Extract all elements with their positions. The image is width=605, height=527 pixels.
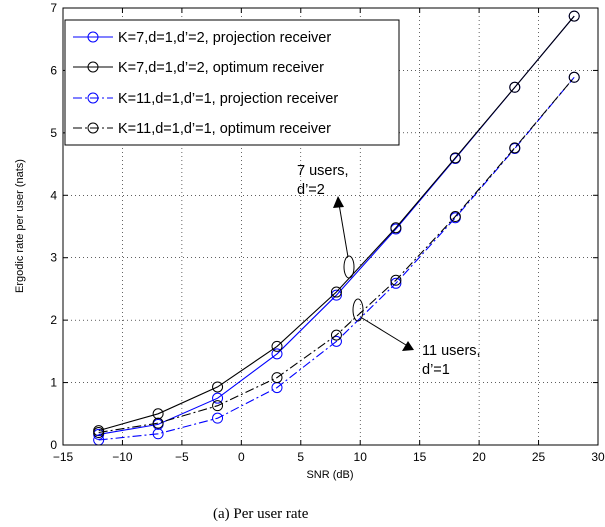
series-group (93, 10, 580, 446)
annotation-7-users-arrowhead (333, 196, 344, 208)
x-tick-label: 10 (354, 450, 368, 464)
data-point-series-2 (152, 408, 164, 420)
data-point-series-3 (212, 412, 224, 424)
x-tick-label: 30 (591, 450, 605, 464)
x-tick-label: 20 (472, 450, 486, 464)
ticks: −15 −10 −5 0 5 10 15 20 25 30 0 1 2 3 4 5 6 7 (50, 1, 605, 464)
data-point-series-2 (568, 10, 580, 22)
x-tick-label: 25 (532, 450, 546, 464)
data-point-series-3 (152, 428, 164, 440)
data-point-series-1 (212, 392, 224, 404)
annotation-7-users-arrow (338, 203, 349, 258)
data-point-series-3 (390, 277, 402, 289)
series-line-4 (98, 76, 575, 434)
legend: K=7,d=1,d’=2, projection receiver K=7,d=1… (64, 19, 400, 146)
series-line-3 (98, 76, 575, 441)
data-point-series-2 (390, 222, 402, 234)
y-tick-label: 6 (50, 63, 57, 77)
data-point-series-4 (330, 329, 342, 341)
y-tick-label: 0 (50, 438, 57, 452)
data-point-series-2 (330, 286, 342, 298)
data-point-series-4 (509, 142, 521, 154)
data-point-series-4 (271, 372, 283, 384)
y-tick-label: 3 (50, 251, 57, 265)
annotation-11-users-arrowhead (402, 341, 414, 351)
annotation-11-users-line1: 11 users, (422, 343, 481, 359)
data-point-series-4 (390, 274, 402, 286)
legend-marker-2 (87, 61, 99, 73)
x-tick-label: −15 (53, 450, 74, 464)
data-point-series-1 (271, 348, 283, 360)
x-tick-label: 0 (238, 450, 245, 464)
annotation-11-users-line2: d’=1 (422, 362, 450, 378)
annotation-11-users-ellipse (352, 298, 364, 322)
data-point-series-2 (271, 340, 283, 352)
data-point-series-4 (212, 400, 224, 412)
data-point-series-4 (449, 211, 461, 223)
data-point-series-4 (568, 71, 580, 83)
data-point-series-2 (212, 381, 224, 393)
data-point-series-4 (93, 427, 105, 439)
annotation-7-users-ellipse (343, 255, 355, 279)
x-tick-label: 15 (413, 450, 427, 464)
legend-label-1: K=7,d=1,d’=2, projection receiver (118, 30, 331, 46)
y-tick-label: 1 (50, 376, 57, 390)
legend-marker-3 (87, 92, 99, 104)
data-point-series-1 (330, 289, 342, 301)
annotation-11-users-arrow (361, 317, 407, 346)
annotation-7-users: 7 users, d’=2 (297, 163, 355, 279)
data-point-series-3 (330, 335, 342, 347)
legend-marker-1 (87, 31, 99, 43)
legend-label-3: K=11,d=1,d’=1, projection receiver (118, 91, 338, 107)
y-tick-label: 5 (50, 126, 57, 140)
legend-label-2: K=7,d=1,d’=2, optimum receiver (118, 60, 324, 76)
series-line-2 (98, 15, 575, 432)
annotation-7-users-line2: d’=2 (297, 182, 325, 198)
x-tick-label: −5 (175, 450, 189, 464)
annotation-7-users-line1: 7 users, (297, 163, 349, 179)
y-tick-label: 4 (50, 188, 57, 202)
y-tick-label: 7 (50, 1, 57, 15)
legend-label-4: K=11,d=1,d’=1, optimum receiver (118, 121, 331, 137)
legend-marker-4 (87, 122, 99, 134)
y-axis-label: Ergodic rate per user (nats) (14, 159, 26, 293)
x-tick-label: 5 (297, 450, 304, 464)
x-axis-label: SNR (dB) (306, 469, 353, 481)
annotation-11-users: 11 users, d’=1 (352, 298, 481, 378)
y-tick-label: 2 (50, 313, 57, 327)
data-point-series-2 (449, 152, 461, 164)
figure-caption: (a) Per user rate (213, 506, 309, 522)
x-tick-label: −10 (112, 450, 133, 464)
data-point-series-4 (152, 417, 164, 429)
plot-frame (62, 7, 599, 446)
data-point-series-2 (509, 81, 521, 93)
legend-box (64, 19, 400, 146)
